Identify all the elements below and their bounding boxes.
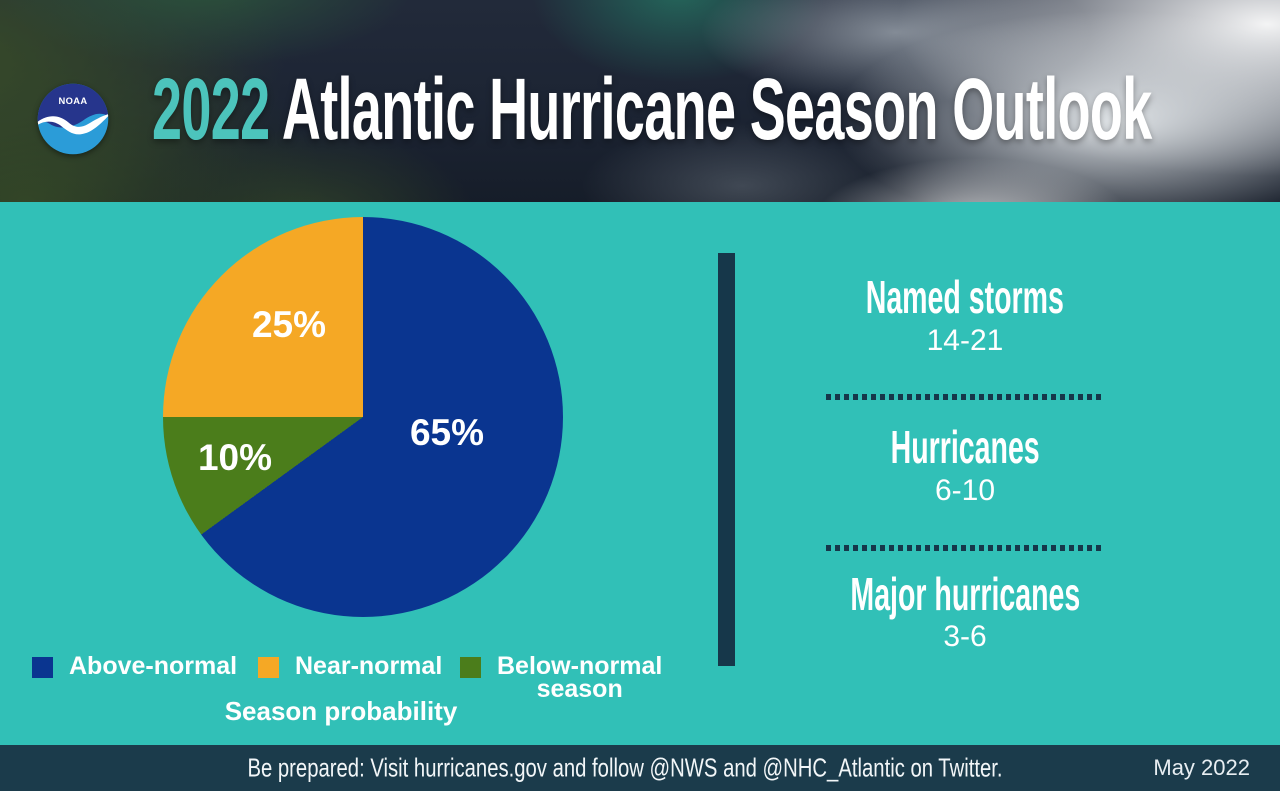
vertical-divider-bar [718, 253, 735, 666]
page-title-year: 2022 [152, 61, 270, 158]
chart-caption: Season probability [224, 696, 458, 726]
legend-swatch-below-normal [460, 657, 481, 678]
legend-label-below-normal: Below-normal season [497, 652, 663, 703]
stat-range-named-storms: 14-21 [926, 324, 1004, 357]
pie-value-label-below-normal: 10% [197, 437, 273, 478]
noaa-bird-icon [37, 113, 109, 135]
legend-label-below-normal-line1: Below-normal [497, 652, 663, 680]
dotted-separator-1 [826, 394, 1104, 400]
noaa-logo: NOAA [37, 83, 109, 155]
legend-label-below-normal-line2: season [536, 675, 623, 703]
noaa-logo-text: NOAA [59, 96, 88, 106]
stat-label-hurricanes: Hurricanes [890, 421, 1040, 473]
pie-chart: 65% 10% 25% [163, 217, 563, 617]
stat-label-major-hurricanes: Major hurricanes [850, 568, 1080, 620]
legend-swatch-near-normal [258, 657, 279, 678]
page-title: 2022 Atlantic Hurricane Season Outlook [152, 66, 1280, 153]
dotted-separator-2 [826, 545, 1104, 551]
pie-value-label-near-normal: 25% [251, 304, 327, 345]
legend-label-above-normal: Above-normal [69, 652, 238, 680]
legend-item-below-normal: Below-normal season [460, 652, 663, 703]
pie-value-label-above-normal: 65% [409, 412, 485, 453]
footer-bar: Be prepared: Visit hurricanes.gov and fo… [0, 745, 1280, 791]
page-title-rest: Atlantic Hurricane Season Outlook [269, 61, 1152, 158]
legend-swatch-above-normal [32, 657, 53, 678]
legend-item-near-normal: Near-normal [258, 652, 443, 680]
footer-message: Be prepared: Visit hurricanes.gov and fo… [247, 752, 1003, 783]
header-banner: NOAA 2022 Atlantic Hurricane Season Outl… [0, 0, 1280, 202]
stat-range-hurricanes: 6-10 [934, 474, 996, 507]
legend-item-above-normal: Above-normal [32, 652, 238, 680]
stat-label-named-storms: Named storms [865, 271, 1065, 323]
footer-date: May 2022 [1153, 755, 1250, 780]
stat-range-major-hurricanes: 3-6 [943, 620, 987, 653]
legend-label-near-normal: Near-normal [295, 652, 443, 680]
noaa-logo-globe [37, 83, 109, 155]
